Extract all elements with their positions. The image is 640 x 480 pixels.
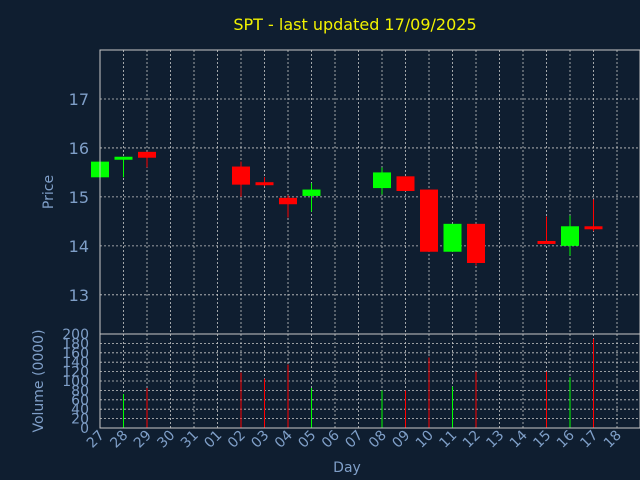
candle-body (373, 172, 391, 189)
candle-body (584, 226, 603, 230)
candle-body (232, 166, 250, 185)
candle-body (255, 182, 274, 186)
price-tick-label: 17 (69, 90, 89, 109)
volume-tick-label: 20 (71, 412, 89, 428)
volume-tick-label: 40 (71, 402, 89, 418)
volume-tick-label: 120 (62, 365, 89, 381)
x-tick-label: 31 (178, 428, 202, 452)
candle-body (396, 176, 415, 192)
price-tick-labels: 13 14 15 16 17 (69, 90, 89, 305)
price-tick-label: 16 (69, 139, 89, 158)
candle-body (279, 197, 297, 205)
price-gridlines (99, 50, 640, 334)
volume-tick-label: 140 (62, 355, 89, 371)
candle-body (561, 226, 579, 246)
candle-body (537, 240, 556, 244)
x-tick-labels: 27 28 29 30 31 01 02 03 04 05 06 07 08 09 10 11 12 13 14 15… (84, 427, 625, 451)
volume-tick-label: 100 (62, 374, 89, 390)
volume-gridlines (99, 333, 640, 429)
price-tick-label: 15 (69, 188, 89, 207)
price-axis-label: Price (41, 175, 57, 209)
x-tick-label: 16 (554, 427, 578, 451)
x-tick-label: 30 (154, 428, 178, 452)
x-tick-label: 08 (366, 428, 390, 452)
x-axis-label: Day (333, 460, 361, 476)
x-tick-label: 13 (483, 428, 507, 452)
candle-body (302, 189, 321, 196)
candles-layer (91, 151, 603, 266)
x-tick-label: 14 (507, 427, 531, 451)
x-tick-label: 07 (342, 428, 366, 452)
candle-body (114, 156, 133, 160)
x-tick-label: 06 (319, 427, 343, 451)
volume-panel-frame (99, 333, 640, 429)
volume-tick-label: 80 (71, 383, 89, 399)
x-tick-label: 29 (131, 428, 155, 452)
candle-body (467, 223, 485, 263)
volume-tick-label: 160 (62, 346, 89, 362)
volume-tick-label: 180 (62, 336, 89, 352)
price-panel-frame (99, 49, 640, 335)
price-tick-label: 13 (69, 286, 89, 305)
candle-body (443, 223, 462, 252)
x-tick-label: 17 (577, 428, 601, 452)
x-tick-label: 09 (389, 428, 413, 452)
volume-tick-label: 0 (80, 421, 89, 437)
x-tick-label: 04 (272, 427, 296, 451)
volume-tick-label: 60 (71, 393, 89, 409)
x-tick-label: 03 (248, 428, 272, 452)
x-tick-label: 12 (460, 428, 484, 452)
volume-axis-label: Volume (0000) (31, 329, 47, 432)
price-tick-label: 14 (69, 237, 89, 256)
x-tick-label: 18 (601, 428, 625, 452)
x-tick-label: 10 (413, 428, 437, 452)
x-tick-label: 11 (436, 428, 460, 452)
x-tick-label: 28 (107, 428, 131, 452)
x-tick-label: 01 (201, 428, 225, 452)
x-tick-label: 15 (530, 428, 554, 452)
x-tick-label: 05 (295, 428, 319, 452)
chart-title: SPT - last updated 17/09/2025 (233, 15, 476, 34)
candle-body (138, 151, 156, 158)
volume-tick-label: 200 (62, 327, 89, 343)
candle-body (420, 189, 438, 252)
volume-bars-layer (123, 338, 594, 428)
x-tick-label: 02 (225, 428, 249, 452)
